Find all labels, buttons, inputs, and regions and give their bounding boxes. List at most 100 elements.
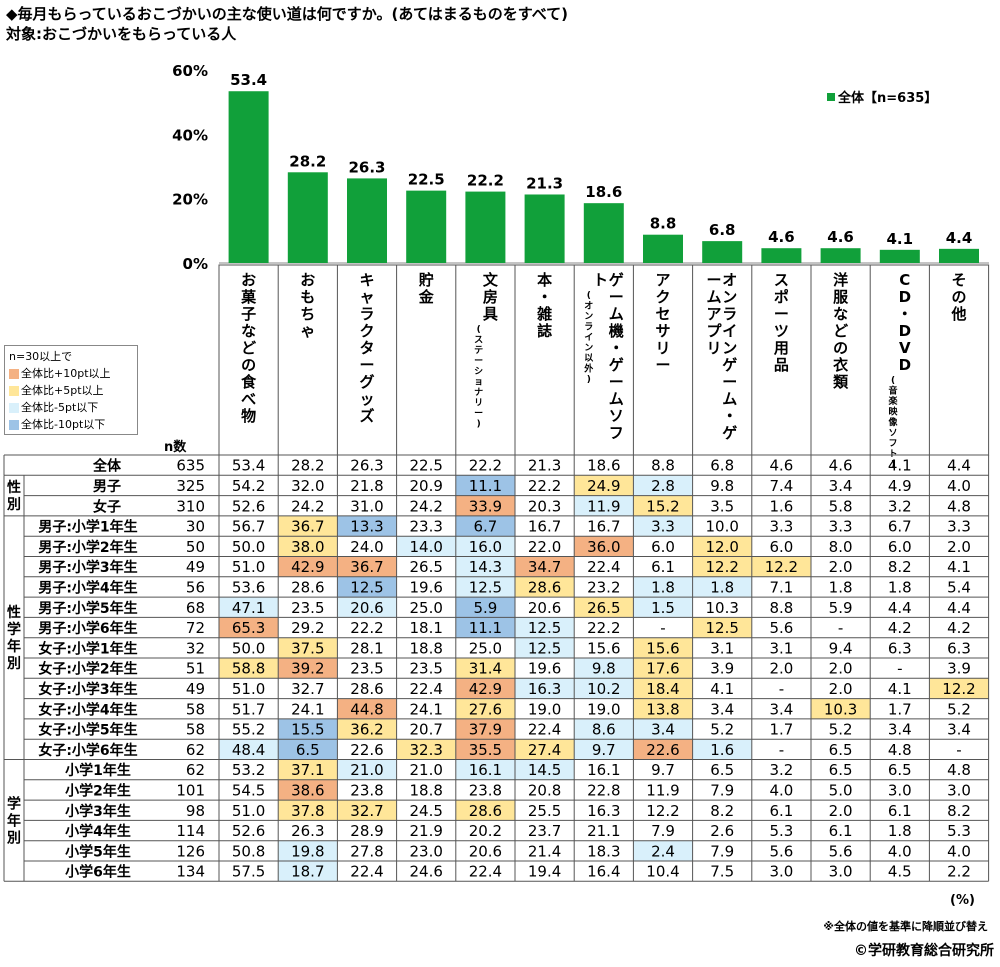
row-n: 50 <box>186 538 205 556</box>
row-label: 小学6年生 <box>65 864 131 881</box>
row-label: 女子:小学2年生 <box>38 661 137 678</box>
table-cell: 6.5 <box>296 741 320 759</box>
category-label-char: な <box>241 322 256 340</box>
cell-highlight <box>278 637 338 658</box>
table-cell: 22.6 <box>646 741 679 759</box>
category-label-char: ー <box>609 288 624 306</box>
table-cell: 52.6 <box>232 822 265 840</box>
table-cell: 50.0 <box>232 538 265 556</box>
cell-highlight <box>633 576 693 598</box>
table-cell: 18.3 <box>587 842 620 860</box>
category-label-char: ト <box>593 271 608 289</box>
table-cell: 22.4 <box>350 863 383 881</box>
table-cell: 32.7 <box>350 802 383 820</box>
bar <box>406 190 447 263</box>
table-cell: 4.2 <box>947 619 971 637</box>
table-cell: 26.5 <box>409 558 442 576</box>
table-cell: 14.3 <box>469 558 502 576</box>
table-cell: 24.6 <box>409 863 442 881</box>
category-label-char: そ <box>951 271 966 289</box>
table-cell: 54.5 <box>232 781 265 799</box>
cell-highlight <box>455 718 515 740</box>
row-n: 325 <box>176 477 205 495</box>
category-label-char: 衣 <box>833 356 848 374</box>
unit-label: (%) <box>950 893 975 908</box>
table-cell: 12.2 <box>705 558 738 576</box>
row-n: 49 <box>186 680 205 698</box>
group-label-char: 別 <box>6 656 21 672</box>
cell-highlight <box>811 698 871 719</box>
table-cell: 23.8 <box>469 781 502 799</box>
table-cell: 3.2 <box>888 497 912 515</box>
table-cell: 26.5 <box>587 599 620 617</box>
table-cell: 1.8 <box>710 578 734 596</box>
table-cell: 4.1 <box>888 680 912 698</box>
table-cell: 5.6 <box>829 842 853 860</box>
cell-highlight <box>455 678 515 699</box>
table-cell: 37.1 <box>291 761 324 779</box>
category-label-char: ・ <box>537 288 552 306</box>
table-cell: 6.0 <box>888 538 912 556</box>
bar <box>583 203 624 263</box>
table-cell: 1.6 <box>710 741 734 759</box>
category-label-char: ・ <box>722 407 737 425</box>
cell-highlight <box>515 759 575 780</box>
row-n: 32 <box>186 639 205 657</box>
category-label-char: 誌 <box>537 322 552 340</box>
category-label-char: タ <box>359 339 374 357</box>
table-cell: 6.8 <box>710 457 734 475</box>
table-cell: 25.5 <box>528 802 561 820</box>
cell-highlight <box>574 475 634 496</box>
table-cell: 15.5 <box>291 721 324 739</box>
table-cell: 36.7 <box>291 518 324 536</box>
row-label: 女子:小学1年生 <box>38 640 137 657</box>
table-cell: 12.5 <box>705 619 738 637</box>
table-cell: 4.6 <box>829 457 853 475</box>
table-cell: 18.8 <box>409 781 442 799</box>
cell-highlight <box>337 759 397 780</box>
cell-highlight <box>515 556 575 577</box>
category-label-char: V <box>899 339 911 357</box>
bar-value-label: 4.6 <box>768 228 795 246</box>
table-cell: 5.6 <box>769 842 793 860</box>
table-cell: 36.7 <box>350 558 383 576</box>
cell-highlight <box>574 495 634 516</box>
bar-value-label: 22.5 <box>408 171 445 189</box>
table-cell: 23.5 <box>350 660 383 678</box>
y-tick-label: 20% <box>172 191 208 209</box>
row-label: 男子:小学3年生 <box>38 559 137 576</box>
category-label-char: 品 <box>774 356 789 374</box>
row-label: 男子:小学2年生 <box>38 539 137 556</box>
category-label-char: D <box>899 322 911 340</box>
table-cell: 2.0 <box>829 802 853 820</box>
row-label: 小学3年生 <box>65 803 131 820</box>
table-cell: 21.8 <box>350 477 383 495</box>
table-cell: 1.8 <box>888 578 912 596</box>
table-cell: 5.6 <box>769 619 793 637</box>
y-tick-label: 0% <box>183 255 208 273</box>
table-cell: 6.3 <box>888 639 912 657</box>
table-cell: 10.4 <box>646 863 679 881</box>
cell-highlight <box>929 678 989 699</box>
table-cell: 12.2 <box>646 802 679 820</box>
row-n: 98 <box>186 802 205 820</box>
table-cell: 24.9 <box>587 477 620 495</box>
table-cell: 18.8 <box>409 639 442 657</box>
group-label-char: 学 <box>7 621 21 638</box>
table-cell: 18.4 <box>646 680 679 698</box>
table-cell: 6.7 <box>888 518 912 536</box>
category-label-char: グ <box>359 373 374 391</box>
table-cell: 28.2 <box>291 457 324 475</box>
cell-highlight <box>219 739 279 760</box>
table-cell: 23.7 <box>528 822 561 840</box>
category-note-char: オ <box>584 301 593 312</box>
table-cell: 22.2 <box>350 619 383 637</box>
table-cell: 16.4 <box>587 863 620 881</box>
table-cell: 5.3 <box>947 822 971 840</box>
highlight-legend-row-up5: 全体比+5pt以上 <box>9 382 133 399</box>
category-label-char: 用 <box>774 339 789 357</box>
table-cell: 22.0 <box>528 538 561 556</box>
row-n: 58 <box>186 721 205 739</box>
table-cell: 29.2 <box>291 619 324 637</box>
